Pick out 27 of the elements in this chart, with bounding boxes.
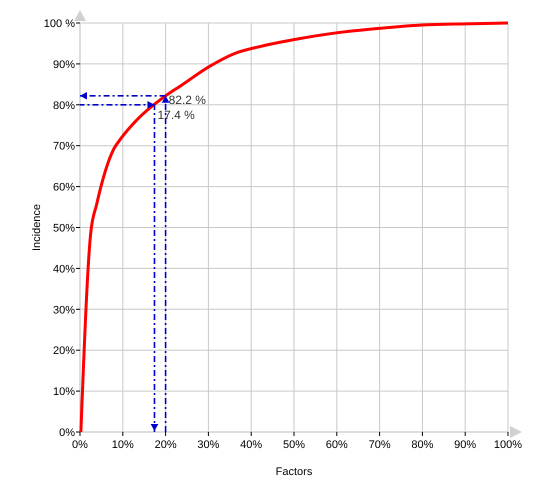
- x-tick-label: 20%: [154, 439, 177, 451]
- y-axis-title: Incidence: [31, 204, 43, 252]
- x-tick-label: 30%: [197, 439, 220, 451]
- y-tick-label: 100 %: [44, 18, 76, 30]
- y-tick-label: 90%: [52, 58, 76, 71]
- x-tick-label: 0%: [72, 439, 88, 451]
- y-tick-label: 70%: [52, 140, 76, 153]
- x-tick-label: 90%: [454, 439, 476, 451]
- y-tick-label: 0%: [59, 427, 76, 439]
- x-axis-title: Factors: [276, 466, 313, 478]
- annotation: 82.2 %: [168, 92, 206, 107]
- y-tick-label: 20%: [52, 345, 76, 358]
- x-tick-label: 100%: [494, 439, 522, 451]
- x-tick-label: 70%: [368, 439, 391, 451]
- y-tick-label: 60%: [52, 182, 76, 194]
- y-tick-label: 50%: [52, 222, 76, 234]
- x-tick-label: 60%: [326, 439, 348, 451]
- x-tick-label: 10%: [112, 439, 134, 451]
- line-series: [79, 22, 510, 434]
- y-tick-label: 10%: [52, 386, 76, 398]
- y-tick-label: 80%: [52, 100, 76, 112]
- y-tick-label: 40%: [52, 263, 76, 276]
- x-tick-label: 80%: [411, 439, 434, 451]
- y-tick-label: 30%: [52, 304, 76, 316]
- x-tick-label: 50%: [282, 439, 306, 451]
- x-tick-label: 40%: [240, 439, 262, 451]
- annotation: 17.4 %: [157, 108, 196, 122]
